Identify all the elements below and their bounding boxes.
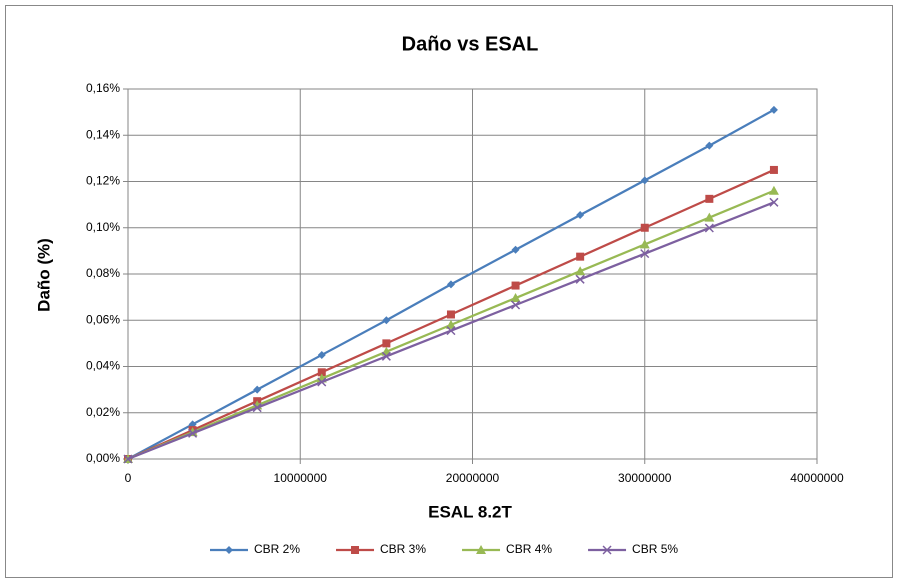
marker — [446, 280, 455, 289]
legend-label: CBR 3% — [380, 542, 426, 556]
marker — [602, 545, 612, 555]
x-tick-label: 20000000 — [446, 471, 500, 485]
marker — [639, 239, 650, 249]
marker — [640, 249, 650, 259]
marker — [382, 316, 391, 325]
y-tick-label: 0,06% — [86, 312, 120, 326]
marker — [351, 546, 360, 554]
y-axis-label: Daño (%) — [34, 238, 53, 312]
marker — [511, 281, 520, 290]
marker — [445, 319, 456, 329]
plot-area — [127, 88, 818, 460]
marker — [317, 368, 326, 377]
legend: CBR 2% CBR 3% CBR 4% CBR 5% — [210, 542, 678, 556]
marker — [769, 197, 779, 207]
marker — [704, 212, 715, 222]
chart-title: Daño vs ESAL — [402, 33, 539, 55]
x-axis-label: ESAL 8.2T — [428, 502, 512, 521]
marker — [123, 454, 133, 464]
marker — [640, 223, 649, 232]
chart-border — [5, 5, 893, 578]
marker — [381, 351, 391, 361]
marker — [575, 266, 586, 276]
marker — [382, 339, 391, 348]
marker — [768, 185, 779, 195]
marker — [446, 310, 455, 319]
marker — [317, 377, 327, 387]
marker — [576, 252, 585, 261]
y-tick-label: 0,00% — [86, 451, 120, 465]
y-tick-label: 0,16% — [86, 81, 120, 95]
y-tick-label: 0,14% — [86, 127, 120, 141]
marker — [510, 293, 521, 303]
marker — [511, 300, 521, 310]
marker — [252, 403, 262, 413]
legend-label: CBR 5% — [632, 542, 678, 556]
y-tick-label: 0,08% — [86, 266, 120, 280]
marker — [704, 223, 714, 233]
x-tick-label: 0 — [125, 471, 132, 485]
y-tick-label: 0,10% — [86, 220, 120, 234]
marker — [575, 274, 585, 284]
marker — [705, 141, 714, 150]
x-tick-label: 10000000 — [274, 471, 328, 485]
x-tick-label: 30000000 — [618, 471, 672, 485]
marker — [705, 194, 714, 203]
marker — [640, 176, 649, 185]
x-tick-label: 40000000 — [790, 471, 844, 485]
marker — [225, 546, 233, 554]
marker — [769, 165, 778, 174]
marker — [576, 211, 585, 220]
marker — [188, 428, 198, 438]
marker — [446, 326, 456, 336]
marker — [317, 350, 326, 359]
marker — [476, 545, 487, 554]
legend-label: CBR 4% — [506, 542, 552, 556]
marker — [769, 105, 778, 114]
y-tick-label: 0,02% — [86, 405, 120, 419]
y-tick-label: 0,04% — [86, 359, 120, 373]
marker — [511, 245, 520, 254]
y-tick-label: 0,12% — [86, 174, 120, 188]
marker — [253, 385, 262, 394]
legend-label: CBR 2% — [254, 542, 300, 556]
